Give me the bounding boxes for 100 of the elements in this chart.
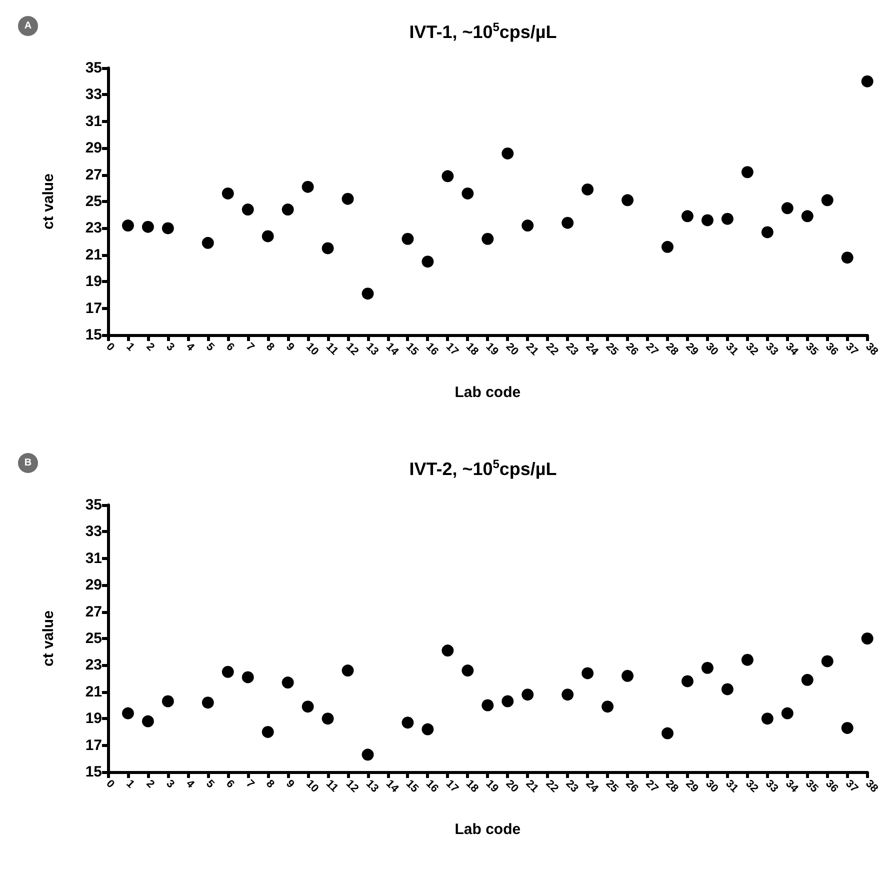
x-axis-title: Lab code bbox=[454, 821, 521, 838]
point bbox=[482, 699, 494, 712]
x-tick-label: 12 bbox=[344, 778, 361, 795]
point bbox=[861, 632, 874, 644]
point bbox=[362, 748, 374, 761]
x-tick-label: 21 bbox=[523, 778, 541, 795]
point bbox=[701, 662, 714, 674]
y-axis-title: ct value bbox=[40, 610, 57, 666]
x-tick-label: 25 bbox=[603, 778, 620, 795]
point bbox=[342, 664, 354, 677]
x-tick-label: 21 bbox=[523, 340, 541, 358]
x-tick-label: 14 bbox=[384, 778, 402, 796]
x-tick-label: 4 bbox=[184, 340, 198, 354]
x-tick-label: 17 bbox=[443, 340, 461, 358]
x-tick-label: 38 bbox=[863, 778, 880, 795]
point bbox=[462, 664, 474, 677]
y-tick-label: 15 bbox=[85, 326, 102, 344]
point bbox=[142, 715, 154, 728]
x-tick-label: 18 bbox=[463, 778, 481, 795]
point bbox=[582, 667, 594, 680]
point bbox=[721, 683, 734, 696]
x-tick-label: 30 bbox=[703, 340, 720, 358]
x-tick-label: 18 bbox=[463, 340, 481, 358]
point bbox=[622, 194, 634, 206]
point bbox=[242, 204, 254, 216]
x-tick-label: 1 bbox=[124, 778, 137, 791]
point bbox=[522, 220, 534, 232]
point bbox=[761, 712, 774, 725]
x-tick-label: 17 bbox=[443, 778, 461, 795]
x-tick-label: 8 bbox=[264, 340, 276, 354]
x-tick-label: 34 bbox=[783, 778, 801, 796]
point bbox=[821, 655, 834, 668]
point bbox=[602, 700, 614, 713]
point bbox=[522, 688, 534, 701]
x-tick-label: 32 bbox=[743, 778, 760, 795]
x-tick-label: 3 bbox=[164, 778, 177, 791]
x-tick-label: 11 bbox=[324, 340, 340, 358]
x-tick-label: 0 bbox=[104, 340, 117, 354]
x-tick-label: 33 bbox=[763, 340, 780, 358]
x-tick-label: 5 bbox=[204, 340, 216, 354]
y-tick-label: 35 bbox=[85, 60, 102, 76]
point bbox=[582, 183, 594, 196]
point bbox=[422, 723, 434, 736]
text: A bbox=[24, 20, 32, 32]
point bbox=[502, 147, 514, 160]
x-tick-label: 10 bbox=[304, 778, 321, 795]
point bbox=[682, 210, 694, 222]
x-tick-label: 2 bbox=[144, 340, 157, 354]
x-tick-label: 22 bbox=[543, 778, 560, 795]
point bbox=[242, 671, 254, 684]
point bbox=[322, 242, 334, 254]
x-tick-label: 31 bbox=[723, 340, 740, 358]
x-tick-label: 24 bbox=[583, 340, 602, 359]
point bbox=[462, 187, 474, 200]
x-tick-label: 11 bbox=[324, 778, 340, 794]
point bbox=[422, 256, 434, 268]
x-tick-label: 9 bbox=[284, 340, 296, 354]
x-tick-label: 15 bbox=[403, 778, 421, 795]
point bbox=[222, 666, 234, 678]
point bbox=[701, 214, 714, 226]
point bbox=[302, 700, 314, 713]
point bbox=[122, 220, 134, 232]
y-tick-label: 29 bbox=[85, 576, 102, 594]
x-tick-label: 29 bbox=[683, 340, 700, 358]
x-tick-label: 23 bbox=[563, 778, 580, 795]
point bbox=[682, 675, 694, 688]
point bbox=[442, 170, 454, 182]
x-tick-label: 28 bbox=[663, 340, 680, 358]
x-tick-label: 6 bbox=[224, 340, 236, 354]
point bbox=[502, 695, 514, 708]
x-tick-label: 22 bbox=[543, 340, 560, 358]
point bbox=[821, 194, 834, 206]
y-tick-label: 15 bbox=[85, 764, 102, 780]
point bbox=[202, 696, 214, 709]
point bbox=[562, 688, 574, 701]
point bbox=[562, 216, 574, 229]
point bbox=[402, 232, 414, 245]
x-tick-label: 36 bbox=[823, 340, 840, 358]
x-tick-label: 7 bbox=[244, 340, 256, 354]
x-tick-label: 30 bbox=[703, 778, 720, 795]
y-tick-label: 35 bbox=[85, 496, 102, 514]
point bbox=[761, 226, 774, 238]
x-tick-label: 34 bbox=[783, 340, 801, 359]
point bbox=[202, 236, 214, 249]
x-tick-label: 25 bbox=[603, 340, 620, 358]
point bbox=[721, 212, 734, 225]
x-tick-label: 28 bbox=[663, 778, 680, 795]
x-tick-label: 19 bbox=[483, 778, 501, 795]
x-tick-label: 1 bbox=[124, 340, 137, 354]
y-tick-label: 17 bbox=[85, 300, 102, 317]
point bbox=[622, 670, 634, 682]
x-tick-label: 10 bbox=[304, 340, 321, 358]
x-axis-title: Lab code bbox=[454, 384, 521, 401]
x-tick-label: 16 bbox=[423, 340, 441, 358]
point bbox=[662, 240, 674, 253]
x-tick-label: 26 bbox=[623, 340, 640, 358]
x-tick-label: 36 bbox=[823, 778, 840, 795]
x-tick-label: 4 bbox=[184, 778, 198, 792]
x-tick-label: 26 bbox=[623, 778, 640, 795]
point bbox=[741, 166, 754, 178]
